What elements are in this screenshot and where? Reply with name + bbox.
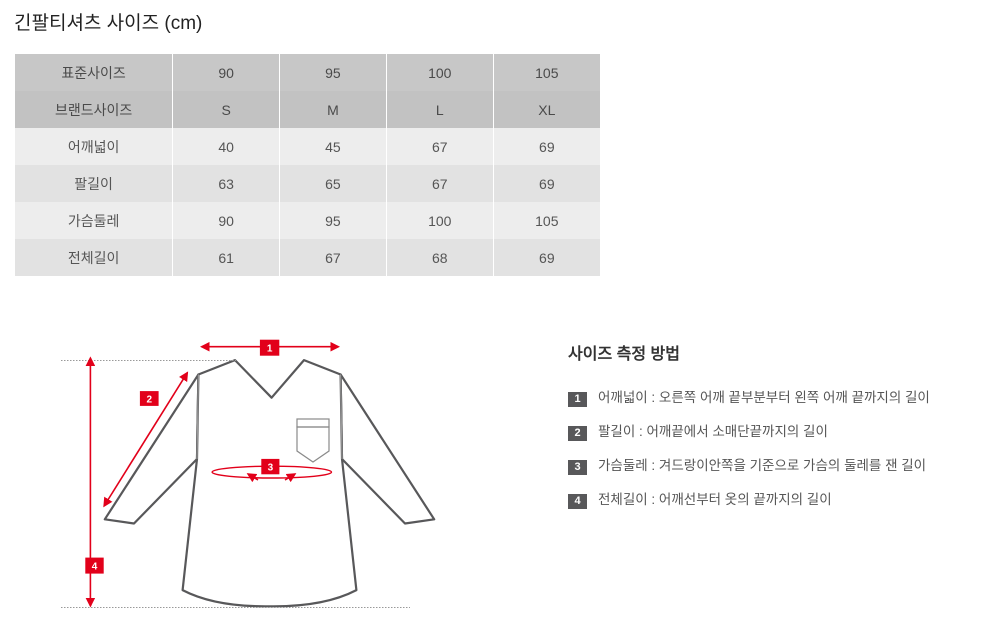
- svg-text:3: 3: [268, 463, 274, 474]
- svg-text:2: 2: [147, 394, 153, 405]
- svg-text:4: 4: [92, 562, 98, 573]
- svg-text:1: 1: [267, 344, 273, 355]
